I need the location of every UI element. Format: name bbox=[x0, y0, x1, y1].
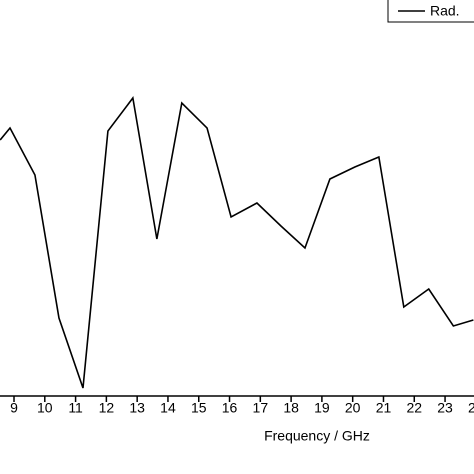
x-axis-label: Frequency / GHz bbox=[264, 428, 370, 444]
x-tick-label: 23 bbox=[437, 400, 453, 416]
x-tick-label: 19 bbox=[314, 400, 330, 416]
legend-box bbox=[387, 0, 474, 23]
x-tick-label: 14 bbox=[160, 400, 176, 416]
x-tick-label: 9 bbox=[10, 400, 18, 416]
legend-label: Rad. bbox=[430, 3, 460, 19]
x-tick-label: 22 bbox=[406, 400, 422, 416]
x-tick-label: 16 bbox=[222, 400, 238, 416]
x-tick-label: 15 bbox=[191, 400, 207, 416]
x-tick-label: 20 bbox=[345, 400, 361, 416]
x-tick-label: 21 bbox=[376, 400, 392, 416]
x-tick-label: 13 bbox=[129, 400, 145, 416]
x-tick-label: 18 bbox=[283, 400, 299, 416]
x-tick-label: 10 bbox=[37, 400, 53, 416]
x-tick-label: 24 bbox=[468, 400, 474, 416]
x-tick-label: 17 bbox=[253, 400, 269, 416]
x-tick-label: 11 bbox=[68, 400, 83, 416]
x-tick-label: 12 bbox=[99, 400, 115, 416]
data-line bbox=[0, 96, 474, 389]
